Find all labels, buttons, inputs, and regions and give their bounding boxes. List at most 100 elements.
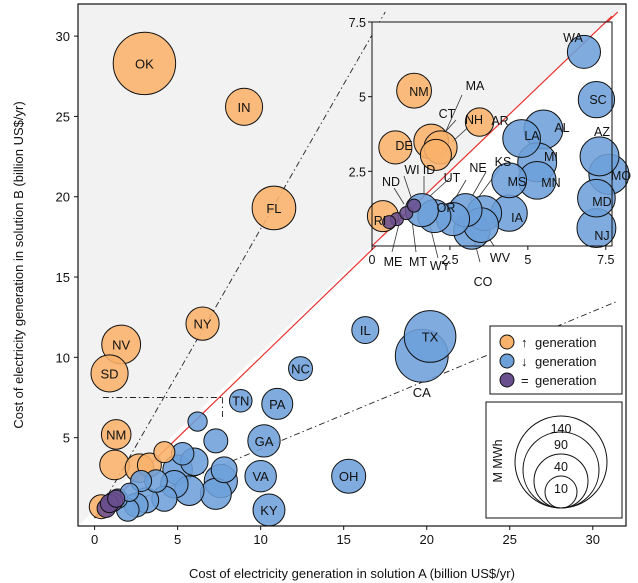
inset-label-mn: MN: [541, 176, 560, 190]
inset-label-az: AZ: [594, 125, 610, 139]
inset-bubble-ms: [491, 162, 528, 199]
main-axes: 0 5 10 15 20 25 30 5 10 15 20 25 30: [56, 3, 627, 547]
bubble-label-va: VA: [252, 469, 269, 484]
bubble-state: [199, 477, 232, 510]
size-legend-value-90: 90: [554, 438, 568, 452]
y-tick-label-30: 30: [56, 29, 70, 44]
x-tick-label-25: 25: [503, 532, 517, 547]
inset-label-ut: UT: [444, 171, 461, 185]
bubble-label-ok: OK: [135, 56, 154, 71]
inset-bubble-de: [378, 130, 413, 165]
bubble-oh: [331, 458, 367, 494]
inset-label-ct: CT: [439, 107, 456, 121]
inset-label-al: AL: [554, 121, 569, 135]
inset-bubble-la: [502, 119, 541, 158]
inset-label-me: ME: [384, 255, 403, 269]
legend-swatch-0: [499, 334, 515, 350]
inset-label-ne: NE: [469, 161, 486, 175]
inset-label-sc: SC: [589, 93, 606, 107]
inset-label-wa: WA: [563, 31, 583, 45]
legend-symbol-2: =: [521, 373, 529, 388]
inset-label-ms: MS: [508, 175, 527, 189]
inset-label-wy: WY: [430, 259, 451, 273]
inset-label-nd: ND: [382, 175, 400, 189]
legend-swatch-1: [499, 353, 515, 369]
x-tick-label-20: 20: [419, 532, 433, 547]
bubble-tn: [228, 388, 253, 413]
bubble-ga: [247, 424, 281, 458]
bubble-label-nc: NC: [291, 362, 310, 377]
y-tick-label-20: 20: [56, 190, 70, 205]
bubble-fl: [251, 185, 297, 231]
x-tick-label-30: 30: [586, 532, 600, 547]
size-legend-box: [485, 401, 623, 519]
inset-x-tick-label-2-5: 2.5: [441, 253, 458, 267]
inset-bubble-az: [579, 136, 620, 177]
inset-label-nj: NJ: [594, 229, 609, 243]
inset-bubble-md: [577, 178, 616, 218]
size-legend-value-140: 140: [551, 422, 572, 436]
inset-x-tick-label-7-5: 7.5: [597, 253, 614, 267]
inset-bubble-sc: [577, 80, 616, 119]
legend-label-2: generation: [535, 373, 596, 388]
inset-label-wi: WI: [404, 163, 419, 177]
x-tick-label-5: 5: [174, 532, 181, 547]
inset-label-or: OR: [437, 201, 456, 215]
legend-symbol-1: ↓: [521, 354, 528, 369]
bubble-in: [225, 87, 264, 126]
inset-label-nm: NM: [409, 85, 428, 99]
inset-y-tick-label-7-5: 7.5: [349, 16, 366, 30]
bubble-label-oh: OH: [339, 469, 359, 484]
inset-leader-line: [429, 177, 451, 197]
size-legend: 140 90 40 10 M MWh: [485, 401, 623, 519]
bubble-state: [203, 428, 229, 454]
inset-label-md: MD: [592, 195, 611, 209]
y-axis-label: Cost of electricity generation in soluti…: [11, 101, 26, 428]
y-tick-label-10: 10: [56, 350, 70, 365]
bubble-label-fl: FL: [266, 201, 281, 216]
bubble-ny: [185, 306, 220, 341]
legend-swatch-2: [499, 372, 515, 388]
size-legend-unit: M MWh: [491, 439, 505, 482]
inset-label-ia: IA: [511, 211, 523, 225]
bubble-ok: [112, 31, 177, 96]
inset-bubble-state: [419, 138, 452, 171]
inset-bubble-state: [382, 215, 397, 230]
bubble-label-ny: NY: [194, 317, 212, 332]
bubble-il: [351, 316, 380, 345]
y-tick-label-25: 25: [56, 109, 70, 124]
x-tick-label-0: 0: [91, 532, 98, 547]
inset-leader-line: [393, 187, 405, 205]
x-tick-label-15: 15: [336, 532, 350, 547]
legend: ↑ generation ↓ generation = generation: [489, 325, 623, 395]
legend-label-1: generation: [535, 354, 596, 369]
inset-label-la: LA: [524, 129, 540, 143]
bubble-label-tn: TN: [232, 394, 249, 409]
inset-bubble-nm: [396, 72, 432, 109]
legend-symbol-0: ↑: [521, 335, 528, 350]
inset-label-mo: MO: [611, 169, 631, 183]
bubble-nc: [288, 356, 313, 382]
inset-label-ma: MA: [466, 79, 485, 93]
bubble-label-il: IL: [360, 323, 371, 338]
size-legend-value-10: 10: [554, 482, 568, 496]
inset-label-de: DE: [395, 139, 412, 153]
inset-label-ks: KS: [495, 155, 512, 169]
plot-frame: [77, 3, 627, 527]
bubble-sd: [90, 354, 129, 393]
legend-label-0: generation: [535, 335, 596, 350]
inset-y-tick-label-2-5: 2.5: [349, 165, 366, 179]
x-tick-label-10: 10: [253, 532, 267, 547]
size-legend-value-40: 40: [554, 460, 568, 474]
bubble-label-ca: CA: [413, 385, 431, 400]
inset-bubble-state: [407, 198, 422, 213]
bubble-state: [99, 449, 130, 481]
bubble-label-nv: NV: [112, 338, 130, 353]
inset-x-tick-label-5: 5: [524, 253, 531, 267]
inset-bubble-ar: [464, 107, 495, 137]
upper-bound-line: [94, 11, 386, 519]
bubble-label-ky: KY: [260, 503, 278, 518]
inset-x-tick-label-0: 0: [369, 253, 376, 267]
bubble-state: [153, 441, 176, 464]
